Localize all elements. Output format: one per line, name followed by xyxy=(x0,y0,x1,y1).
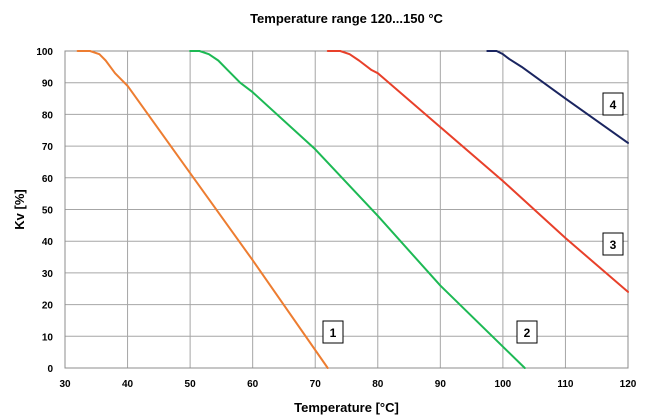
callout-label: 2 xyxy=(524,326,531,340)
series-callout-3: 3 xyxy=(602,232,624,256)
series-line-1 xyxy=(76,50,329,369)
y-axis-label: Kv [%] xyxy=(12,189,27,229)
x-tick-labels: 30 40 50 60 70 80 90 100 110 120 xyxy=(59,379,636,390)
y-tick-label: 50 xyxy=(42,206,54,217)
y-tick-label: 60 xyxy=(42,174,54,185)
series-callout-2: 2 xyxy=(516,320,538,344)
callout-label: 4 xyxy=(610,98,617,112)
x-tick-label: 50 xyxy=(185,379,197,390)
series-callout-4: 4 xyxy=(602,92,624,116)
callout-label: 1 xyxy=(330,326,337,340)
x-tick-label: 60 xyxy=(247,379,259,390)
callout-label: 3 xyxy=(610,238,617,252)
callout-box xyxy=(516,320,538,344)
series-line-4 xyxy=(486,50,629,144)
x-tick-label: 80 xyxy=(372,379,384,390)
x-tick-label: 70 xyxy=(310,379,322,390)
y-tick-label: 70 xyxy=(42,142,54,153)
x-tick-label: 30 xyxy=(59,379,71,390)
chart-title: Temperature range 120...150 °C xyxy=(250,11,443,26)
callout-box xyxy=(602,92,624,116)
y-tick-label: 80 xyxy=(42,110,54,121)
series-line-2 xyxy=(189,50,526,369)
x-tick-label: 110 xyxy=(557,379,574,390)
y-tick-label: 100 xyxy=(36,47,53,58)
series-callouts: 1 2 3 4 xyxy=(322,92,624,344)
series-callout-1: 1 xyxy=(322,320,344,344)
y-tick-label: 30 xyxy=(42,269,54,280)
callout-box xyxy=(322,320,344,344)
y-tick-labels: 0 10 20 30 40 50 60 70 80 90 100 xyxy=(36,47,53,375)
x-tick-label: 120 xyxy=(620,379,637,390)
y-tick-label: 90 xyxy=(42,79,54,90)
plot-frame xyxy=(64,50,629,369)
x-tick-label: 90 xyxy=(435,379,447,390)
y-tick-label: 10 xyxy=(42,332,54,343)
x-axis-label: Temperature [°C] xyxy=(294,400,399,415)
y-tick-label: 20 xyxy=(42,301,54,312)
callout-box xyxy=(602,232,624,256)
y-tick-label: 0 xyxy=(47,364,53,375)
x-tick-label: 40 xyxy=(122,379,134,390)
grid xyxy=(64,50,629,369)
y-tick-label: 40 xyxy=(42,237,54,248)
series-line-3 xyxy=(326,50,629,293)
x-tick-label: 100 xyxy=(495,379,512,390)
series-layer xyxy=(76,50,629,369)
